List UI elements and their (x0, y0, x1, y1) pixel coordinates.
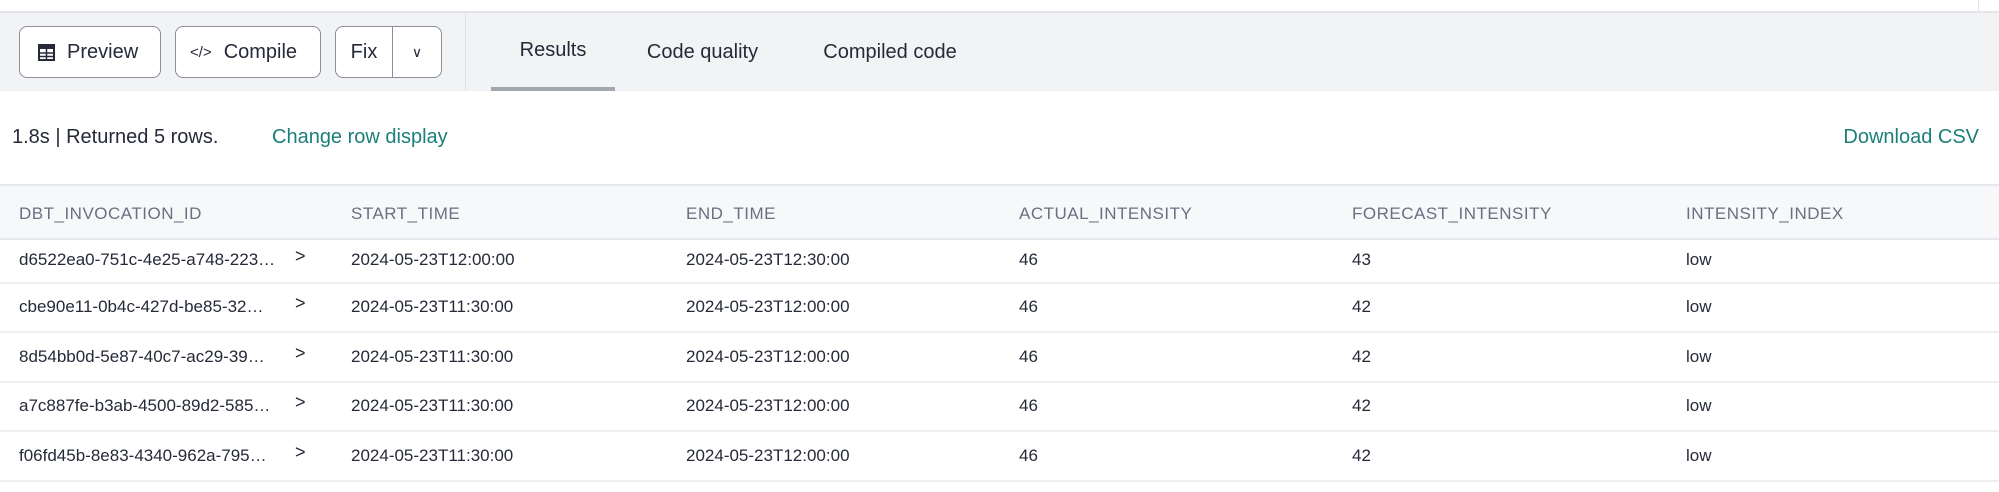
table-cell: low (1686, 446, 1712, 465)
preview-button[interactable]: Preview (19, 26, 161, 78)
download-csv-link[interactable]: Download CSV (1843, 126, 1979, 148)
table-cell: low (1686, 396, 1712, 415)
table-row: d6522ea0-751c-4e25-a748-223… 2024-05-23T1… (0, 240, 1999, 284)
table-row: cbe90e11-0b4c-427d-be85-32… 2024-05-23T11… (0, 284, 1999, 333)
table-cell: d6522ea0-751c-4e25-a748-223… (19, 250, 276, 269)
table-cell: 2024-05-23T11:30:00 (351, 396, 514, 415)
table-row: a7c887fe-b3ab-4500-89d2-585… 2024-05-23T1… (0, 383, 1999, 432)
table-cell: 46 (1019, 347, 1038, 366)
table-cell: low (1686, 297, 1712, 316)
chevron-down-icon[interactable]: ∨ (411, 43, 423, 60)
table-cell: 2024-05-23T11:30:00 (351, 446, 514, 465)
table-row: f06fd45b-8e83-4340-962a-795… 2024-05-23T1… (0, 433, 1999, 482)
table-header: DBT_INVOCATION_ID START_TIME END_TIME AC… (0, 184, 1999, 240)
chevron-right-icon[interactable]: > (295, 442, 306, 462)
chevron-right-icon[interactable]: > (295, 392, 306, 412)
table-cell: 2024-05-23T12:00:00 (686, 446, 850, 465)
table-icon (38, 43, 55, 61)
table-cell: 2024-05-23T12:00:00 (686, 297, 850, 316)
column-header[interactable]: START_TIME (351, 204, 461, 223)
preview-label: Preview (67, 40, 139, 63)
table-cell: 42 (1352, 297, 1371, 316)
table-cell: low (1686, 250, 1712, 269)
table-cell: 42 (1352, 446, 1371, 465)
divider (1978, 0, 1979, 13)
table-cell: 2024-05-23T12:00:00 (686, 396, 850, 415)
chevron-right-icon[interactable]: > (295, 293, 306, 313)
table-cell: 2024-05-23T11:30:00 (351, 347, 514, 366)
table-cell: 46 (1019, 250, 1038, 269)
chevron-right-icon[interactable]: > (295, 246, 306, 266)
tab-code-quality[interactable]: Code quality (646, 40, 759, 63)
table-cell: cbe90e11-0b4c-427d-be85-32… (19, 297, 264, 316)
table-cell: 42 (1352, 396, 1371, 415)
table-cell: 2024-05-23T11:30:00 (351, 297, 514, 316)
table-cell: 2024-05-23T12:00:00 (686, 347, 850, 366)
tab-compiled-code[interactable]: Compiled code (823, 40, 957, 63)
column-header[interactable]: FORECAST_INTENSITY (1352, 204, 1552, 223)
table-cell: 43 (1352, 250, 1371, 269)
table-cell: 46 (1019, 396, 1038, 415)
table-cell: 8d54bb0d-5e87-40c7-ac29-39… (19, 347, 265, 366)
toolbar: Preview </> Compile Fix ∨ Results Code q… (0, 13, 1999, 91)
table-cell: a7c887fe-b3ab-4500-89d2-585… (19, 396, 271, 415)
table-row: 8d54bb0d-5e87-40c7-ac29-39… 2024-05-23T11… (0, 334, 1999, 383)
compile-button[interactable]: </> Compile (175, 26, 321, 78)
fix-button[interactable]: Fix (336, 27, 393, 77)
divider (465, 13, 466, 91)
table-cell: 42 (1352, 347, 1371, 366)
change-row-display-link[interactable]: Change row display (272, 126, 448, 148)
code-icon: </> (190, 43, 212, 61)
column-header[interactable]: ACTUAL_INTENSITY (1019, 204, 1193, 223)
table-cell: f06fd45b-8e83-4340-962a-795… (19, 446, 267, 465)
table-cell: 2024-05-23T12:30:00 (686, 250, 850, 269)
table-cell: low (1686, 347, 1712, 366)
table-cell: 46 (1019, 446, 1038, 465)
table-cell: 46 (1019, 297, 1038, 316)
fix-split-button: Fix ∨ (335, 26, 442, 78)
top-strip (0, 0, 1999, 13)
column-header[interactable]: DBT_INVOCATION_ID (19, 204, 202, 223)
table-cell: 2024-05-23T12:00:00 (351, 250, 515, 269)
column-header[interactable]: INTENSITY_INDEX (1686, 204, 1844, 223)
tab-results[interactable]: Results (491, 13, 615, 91)
compile-label: Compile (223, 40, 298, 63)
chevron-right-icon[interactable]: > (295, 343, 306, 363)
result-status: 1.8s | Returned 5 rows. (12, 126, 219, 148)
column-header[interactable]: END_TIME (686, 204, 776, 223)
